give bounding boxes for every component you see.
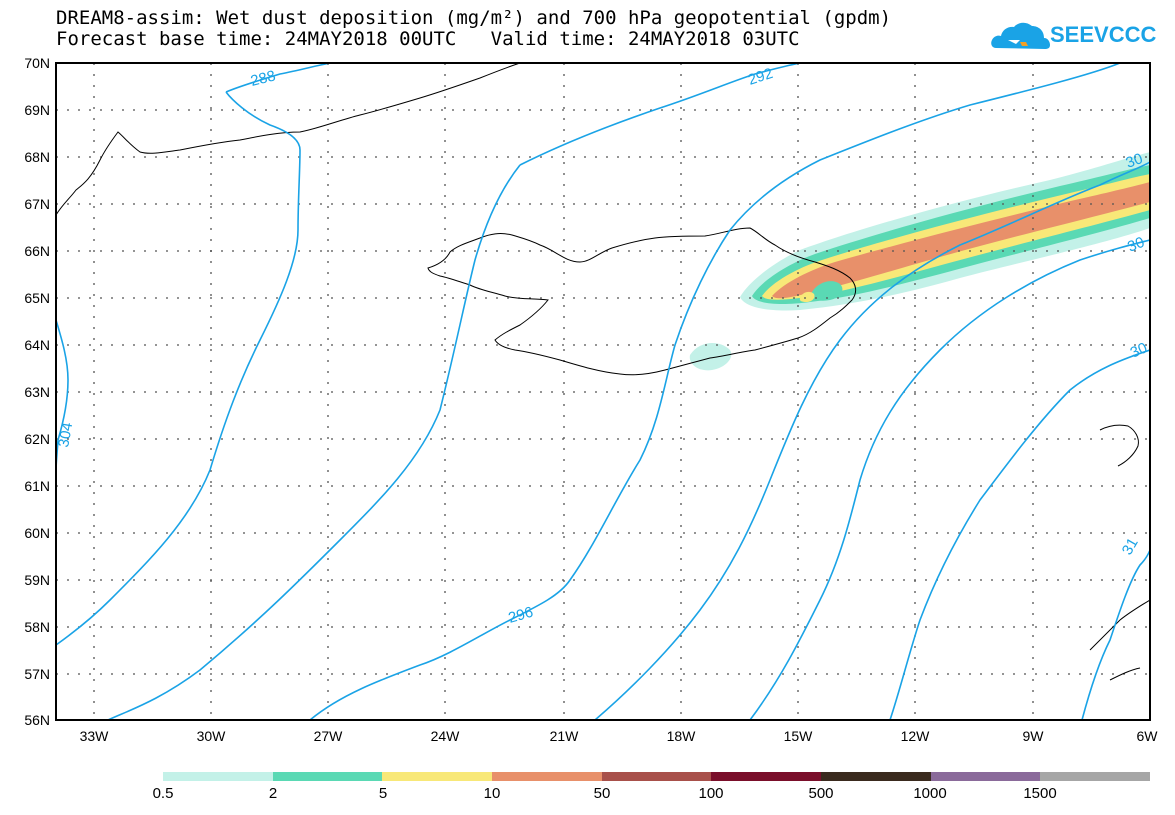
legend-label: 500 xyxy=(808,785,834,802)
coast-greenland xyxy=(56,63,521,216)
lon-label: 18W xyxy=(666,728,696,744)
lat-label: 68N xyxy=(24,149,50,165)
legend-label: 50 xyxy=(593,785,611,802)
lat-label: 62N xyxy=(24,431,50,447)
contour-label-30-a: 30 xyxy=(1124,150,1145,172)
legend-swatch xyxy=(711,772,822,781)
lon-label: 15W xyxy=(783,728,813,744)
legend-swatch xyxy=(930,772,1041,781)
lat-label: 59N xyxy=(24,572,50,588)
dust-band-0.5-south xyxy=(689,343,732,371)
contour-288 xyxy=(56,63,331,646)
contour-300b xyxy=(749,239,1150,720)
legend-label: 0.5 xyxy=(152,785,174,802)
contour-296 xyxy=(309,63,1121,720)
contour-label-292: 292 xyxy=(746,65,775,89)
lat-label: 61N xyxy=(24,478,50,494)
lon-label: 30W xyxy=(196,728,226,744)
lon-label: 21W xyxy=(549,728,579,744)
legend-swatch xyxy=(272,772,383,781)
page-subtitle: Forecast base time: 24MAY2018 00UTC Vali… xyxy=(56,28,800,50)
contour-label-30-c: 30 xyxy=(1128,339,1150,361)
dust-band-inner-5 xyxy=(799,291,815,302)
contour-label-288: 288 xyxy=(249,67,277,90)
coast-scotland xyxy=(1089,599,1150,720)
lat-label: 65N xyxy=(24,290,50,306)
legend-swatch xyxy=(163,772,273,781)
lat-label: 60N xyxy=(24,525,50,541)
lat-label: 70N xyxy=(24,55,50,71)
graticule xyxy=(56,63,1150,720)
lat-label: 64N xyxy=(24,337,50,353)
legend-label: 10 xyxy=(483,785,501,802)
lat-label: 69N xyxy=(24,102,50,118)
legend-swatch xyxy=(1040,772,1151,781)
geopotential-contours xyxy=(56,63,1150,720)
lat-label: 58N xyxy=(24,619,50,635)
contour-292 xyxy=(107,63,801,720)
contour-label-304: 304 xyxy=(55,421,76,449)
lat-label: 63N xyxy=(24,384,50,400)
contour-300 xyxy=(594,161,1150,720)
lon-label: 6W xyxy=(1136,728,1158,744)
coast-iceland xyxy=(427,227,857,376)
legend-label: 5 xyxy=(378,785,388,802)
lat-label: 56N xyxy=(24,712,50,728)
coastlines xyxy=(56,63,1150,720)
contour-label-30-b: 30 xyxy=(1125,234,1147,256)
legend-label: 1500 xyxy=(1023,785,1057,802)
map-frame xyxy=(55,62,1151,721)
legend-swatch xyxy=(492,772,602,781)
legend-swatch xyxy=(382,772,493,781)
legend-swatch xyxy=(821,772,931,781)
dust-band-inner-2 xyxy=(811,281,843,301)
contour-308 xyxy=(1081,549,1150,720)
contour-label-group: 288 292 296 30 30 30 31 304 xyxy=(55,65,1150,627)
contour-304 xyxy=(889,349,1150,720)
lon-label: 9W xyxy=(1022,728,1044,744)
legend-swatch xyxy=(601,772,712,781)
color-legend xyxy=(163,772,1151,781)
cloud-logo-icon xyxy=(991,22,1050,49)
logo-text: SEEVCCC xyxy=(1050,22,1157,47)
contour-label-296: 296 xyxy=(506,604,535,627)
dust-band-10 xyxy=(772,182,1150,299)
lat-label: 67N xyxy=(24,196,50,212)
lat-label: 57N xyxy=(24,666,50,682)
lon-label: 24W xyxy=(430,728,460,744)
lat-label: 66N xyxy=(24,243,50,259)
dust-deposition-shading xyxy=(689,152,1150,371)
legend-label: 2 xyxy=(268,785,278,802)
lon-label: 27W xyxy=(313,728,343,744)
contour-label-31: 31 xyxy=(1119,535,1142,558)
legend-label: 1000 xyxy=(913,785,947,802)
legend-label: 100 xyxy=(698,785,724,802)
lon-label: 33W xyxy=(79,728,109,744)
page-title: DREAM8-assim: Wet dust deposition (mg/m²… xyxy=(56,7,892,29)
coast-faroe xyxy=(1099,424,1139,467)
lon-label: 12W xyxy=(900,728,930,744)
